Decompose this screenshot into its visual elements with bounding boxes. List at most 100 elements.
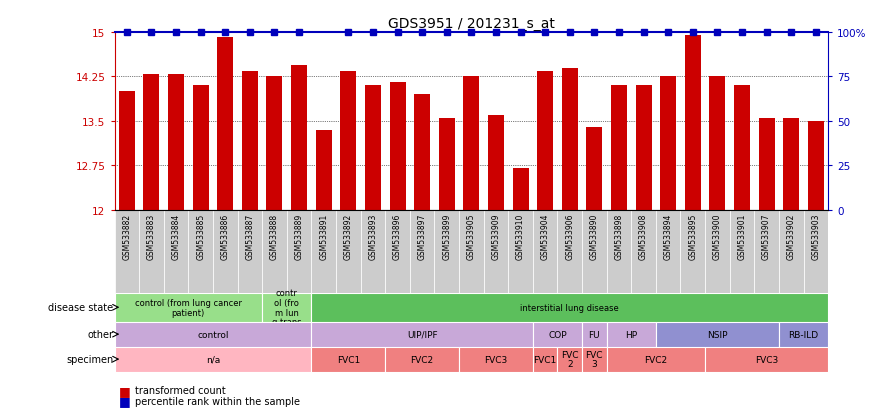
Text: FU: FU [589, 330, 600, 339]
Bar [779, 210, 803, 293]
Bar [655, 210, 680, 293]
Bar [340, 71, 356, 210]
Text: GSM533890: GSM533890 [590, 214, 599, 260]
Text: FVC
3: FVC 3 [586, 350, 603, 368]
Text: disease state: disease state [48, 302, 114, 313]
Text: GSM533887: GSM533887 [246, 214, 255, 260]
Bar [389, 83, 405, 210]
Text: FVC
2: FVC 2 [561, 350, 579, 368]
Text: GSM533896: GSM533896 [393, 214, 402, 260]
Text: GSM533901: GSM533901 [737, 214, 746, 260]
Text: GSM533893: GSM533893 [368, 214, 377, 260]
Bar [680, 210, 705, 293]
Bar [168, 74, 184, 210]
Bar [360, 210, 385, 293]
Bar [263, 210, 287, 293]
Bar [311, 347, 385, 372]
Bar [385, 210, 410, 293]
Text: control: control [197, 330, 229, 339]
Bar [365, 86, 381, 210]
Bar [729, 210, 754, 293]
Bar [193, 86, 209, 210]
Text: FVC1: FVC1 [337, 355, 360, 364]
Text: NSIP: NSIP [707, 330, 728, 339]
Bar [459, 210, 484, 293]
Bar [533, 347, 558, 372]
Text: GSM533906: GSM533906 [566, 214, 574, 260]
Bar [655, 322, 779, 347]
Text: transformed count: transformed count [135, 385, 226, 395]
Text: GSM533897: GSM533897 [418, 214, 426, 260]
Bar [410, 210, 434, 293]
Bar [238, 210, 263, 293]
Text: GSM533904: GSM533904 [541, 214, 550, 260]
Bar [582, 322, 607, 347]
Bar [607, 210, 632, 293]
Bar [734, 86, 750, 210]
Bar [119, 92, 135, 210]
Text: FVC1: FVC1 [534, 355, 557, 364]
Bar [434, 210, 459, 293]
Bar [311, 293, 828, 322]
Bar [439, 119, 455, 210]
Bar [139, 210, 164, 293]
Text: GSM533882: GSM533882 [122, 214, 131, 259]
Text: GSM533889: GSM533889 [294, 214, 304, 260]
Bar [218, 38, 233, 210]
Bar [508, 210, 533, 293]
Text: HP: HP [626, 330, 637, 339]
Bar [385, 347, 459, 372]
Bar [533, 210, 558, 293]
Bar [803, 210, 828, 293]
Bar [115, 322, 311, 347]
Text: contr
ol (fro
m lun
g trans: contr ol (fro m lun g trans [272, 289, 301, 327]
Bar [607, 322, 655, 347]
Bar [513, 169, 529, 210]
Bar [242, 71, 258, 210]
Bar [587, 128, 603, 210]
Text: FVC3: FVC3 [755, 355, 778, 364]
Text: GSM533910: GSM533910 [516, 214, 525, 260]
Text: GSM533898: GSM533898 [614, 214, 624, 260]
Bar [213, 210, 238, 293]
Bar [115, 293, 263, 322]
Bar [582, 347, 607, 372]
Text: percentile rank within the sample: percentile rank within the sample [135, 396, 300, 406]
Text: GSM533895: GSM533895 [688, 214, 697, 260]
Bar [783, 119, 799, 210]
Bar [582, 210, 607, 293]
Text: GSM533885: GSM533885 [196, 214, 205, 260]
Text: GSM533907: GSM533907 [762, 214, 771, 260]
Text: UIP/IPF: UIP/IPF [407, 330, 438, 339]
Text: GSM533894: GSM533894 [663, 214, 673, 260]
Text: RB-ILD: RB-ILD [788, 330, 818, 339]
Text: GSM533888: GSM533888 [270, 214, 279, 259]
Bar [287, 210, 311, 293]
Bar [189, 210, 213, 293]
Text: interstitial lung disease: interstitial lung disease [521, 303, 619, 312]
Bar [115, 210, 139, 293]
Text: FVC2: FVC2 [644, 355, 668, 364]
Text: FVC3: FVC3 [485, 355, 507, 364]
Bar [660, 77, 677, 210]
Text: GSM533902: GSM533902 [787, 214, 796, 260]
Bar [315, 131, 331, 210]
Text: GSM533884: GSM533884 [172, 214, 181, 260]
Bar [144, 74, 159, 210]
Text: GSM533908: GSM533908 [639, 214, 648, 260]
Text: GSM533909: GSM533909 [492, 214, 500, 260]
Bar [463, 77, 479, 210]
Bar [115, 347, 311, 372]
Bar [558, 347, 582, 372]
Bar [705, 347, 828, 372]
Text: control (from lung cancer
patient): control (from lung cancer patient) [135, 298, 242, 317]
Bar [263, 293, 311, 322]
Text: GSM533891: GSM533891 [319, 214, 329, 260]
Bar [635, 86, 652, 210]
Bar [266, 77, 283, 210]
Text: GSM533886: GSM533886 [221, 214, 230, 260]
Bar [336, 210, 360, 293]
Bar [488, 116, 504, 210]
Bar [537, 71, 553, 210]
Bar [311, 322, 533, 347]
